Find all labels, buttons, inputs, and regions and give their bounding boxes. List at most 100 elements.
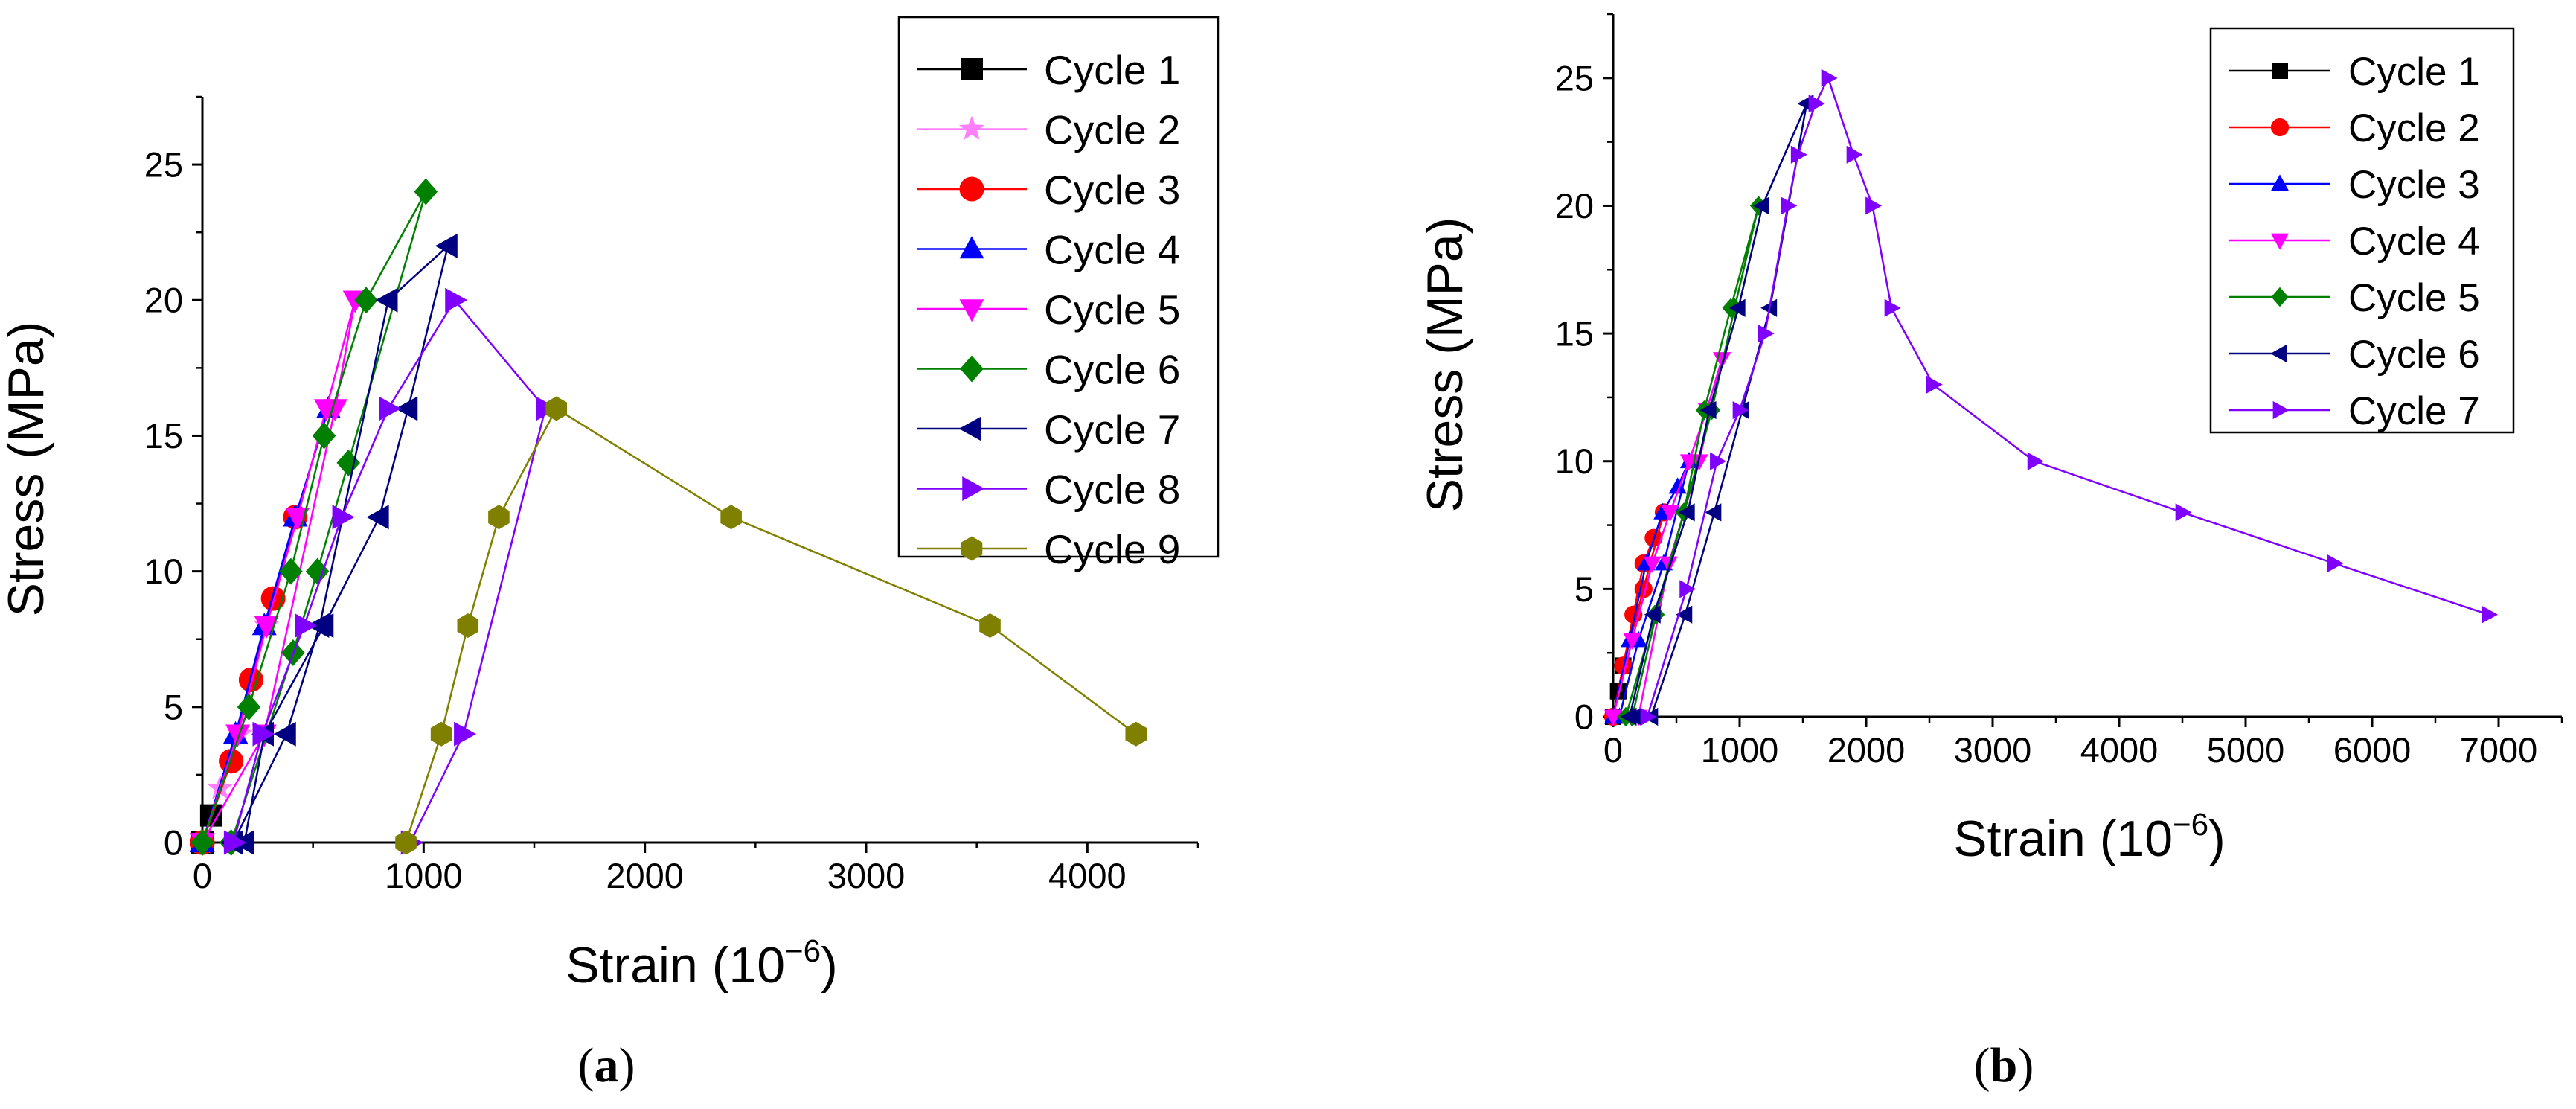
data-point — [1644, 605, 1661, 624]
data-point — [312, 422, 336, 450]
x-axis-label: Strain (10−6) — [565, 933, 838, 994]
data-point — [1865, 196, 1883, 215]
data-point — [1705, 503, 1722, 522]
y-tick-label: 5 — [164, 687, 183, 726]
data-point — [1790, 145, 1807, 164]
data-point — [720, 505, 742, 530]
data-point — [2482, 605, 2499, 624]
x-tick-label: 0 — [193, 856, 212, 895]
data-point — [225, 724, 251, 747]
y-tick-label: 25 — [1555, 58, 1594, 98]
x-tick-label: 2000 — [1827, 730, 1906, 770]
legend-label: Cycle 2 — [1044, 106, 1180, 153]
data-point — [237, 693, 261, 720]
x-axis-label-main: Strain (10 — [565, 937, 785, 994]
series-cycle-8 — [223, 287, 559, 855]
legend-label: Cycle 1 — [2348, 50, 2480, 94]
legend-marker — [2270, 118, 2290, 137]
x-tick-label: 6000 — [2333, 730, 2412, 770]
x-tick-label: 4000 — [1048, 856, 1127, 895]
legend-marker — [2270, 344, 2287, 363]
data-point — [414, 178, 438, 205]
legend-marker — [959, 176, 984, 202]
x-axis-label-exponent: −6 — [2173, 807, 2208, 842]
legend-label: Cycle 2 — [2348, 106, 2480, 150]
x-tick-label: 5000 — [2207, 730, 2285, 770]
legend-entry: Cycle 4 — [917, 226, 1180, 272]
y-tick-label: 25 — [144, 145, 183, 185]
legend-marker — [959, 299, 984, 322]
data-point — [1926, 375, 1943, 394]
legend-marker — [961, 58, 983, 80]
series-line — [232, 245, 449, 843]
data-point — [1884, 298, 1901, 317]
legend-entry: Cycle 1 — [2229, 50, 2480, 94]
data-point — [395, 830, 417, 855]
data-point — [1661, 505, 1679, 522]
data-point — [354, 287, 378, 314]
data-point — [545, 396, 568, 421]
y-tick-label: 10 — [144, 552, 183, 591]
data-point — [979, 613, 1001, 639]
data-point — [1846, 145, 1863, 164]
data-point — [254, 616, 279, 639]
legend-entry: Cycle 7 — [2229, 389, 2480, 433]
data-point — [454, 721, 477, 747]
legend-label: Cycle 3 — [1044, 167, 1180, 213]
legend-entry: Cycle 5 — [917, 287, 1180, 333]
data-point — [2027, 452, 2044, 470]
x-axis-label: Strain (10−6) — [1953, 807, 2226, 867]
data-point — [1808, 95, 1825, 113]
x-tick-label: 3000 — [1954, 730, 2032, 770]
legend-marker — [958, 416, 981, 441]
legend-marker — [2270, 174, 2290, 191]
legend-label: Cycle 5 — [1044, 287, 1180, 333]
legend-entry: Cycle 2 — [917, 106, 1180, 153]
data-point — [366, 505, 389, 530]
panel-a-caption: (a) — [578, 1038, 635, 1093]
legend-label: Cycle 3 — [2348, 163, 2480, 207]
panel-b-caption: (b) — [1974, 1038, 2034, 1093]
legend-entry: Cycle 5 — [2229, 276, 2480, 320]
data-point — [1679, 580, 1696, 598]
data-point — [1758, 324, 1775, 343]
y-tick-label: 0 — [1574, 697, 1594, 736]
data-point — [1699, 400, 1717, 420]
legend-label: Cycle 4 — [2348, 220, 2480, 263]
x-tick-label: 7000 — [2460, 730, 2538, 770]
legend-marker — [2271, 287, 2289, 307]
legend-label: Cycle 9 — [1044, 526, 1180, 572]
panel-b-chart: 0 5 10 15 20 25 0 1000 2000 3000 4000 5000 6000 7000 S… — [1417, 13, 2563, 867]
data-point — [379, 396, 402, 421]
legend-marker — [960, 355, 984, 383]
data-point — [1643, 556, 1662, 573]
data-point — [1781, 196, 1798, 215]
data-point — [2327, 554, 2344, 573]
data-point — [1640, 707, 1657, 726]
panel-a-chart: 0 5 10 15 20 25 0 1000 2000 3000 4000 Stress (MPa) S… — [0, 16, 1220, 994]
legend-box — [2209, 27, 2515, 434]
data-point — [1668, 477, 1687, 494]
series-cycle-3 — [190, 505, 308, 855]
data-point — [1821, 68, 1838, 87]
data-point — [285, 508, 310, 531]
y-tick-label: 10 — [1555, 441, 1594, 481]
legend-entry: Cycle 3 — [2229, 163, 2480, 207]
legend-label: Cycle 7 — [2348, 389, 2480, 433]
data-point — [1710, 452, 1727, 470]
legend-entry: Cycle 8 — [917, 466, 1180, 512]
data-point — [190, 829, 214, 856]
legend-label: Cycle 6 — [2348, 333, 2480, 377]
data-point — [295, 613, 318, 639]
data-point — [395, 396, 418, 421]
legend-entry: Cycle 4 — [2229, 220, 2480, 263]
x-axis-label-main: Strain (10 — [1953, 811, 2173, 867]
data-point — [435, 233, 458, 258]
legend-label: Cycle 6 — [1044, 346, 1180, 392]
x-tick-label: 4000 — [2080, 730, 2159, 770]
x-tick-label: 1000 — [385, 856, 463, 895]
data-point — [305, 557, 330, 585]
data-point — [457, 613, 479, 639]
legend-entry: Cycle 2 — [2229, 106, 2480, 150]
x-axis-label-exponent: −6 — [785, 933, 821, 968]
